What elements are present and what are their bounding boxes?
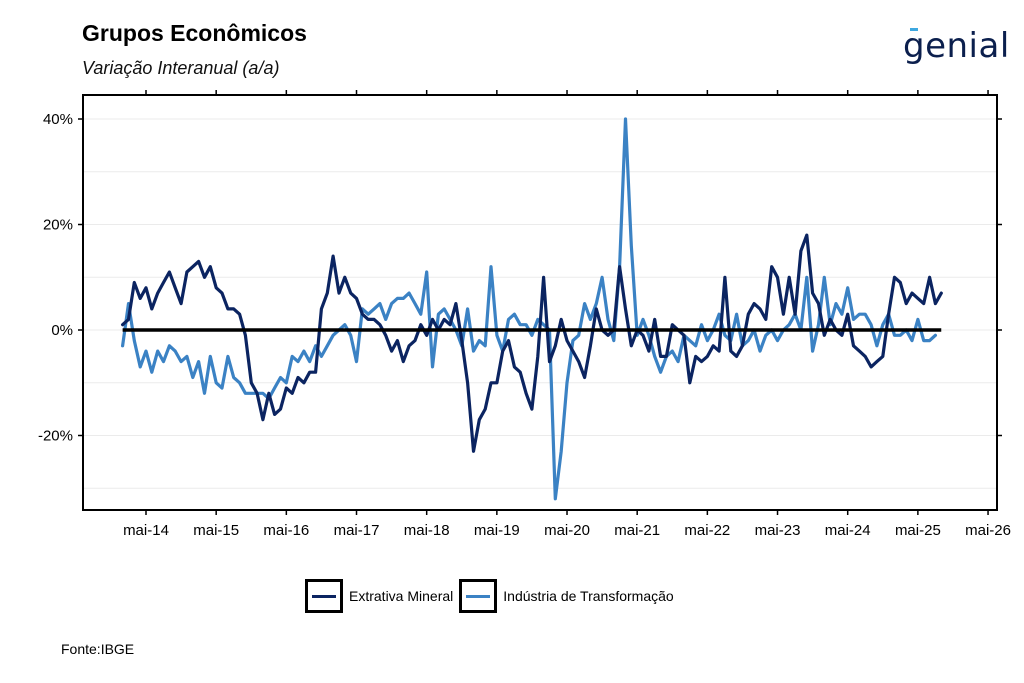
x-tick-label: mai-22 xyxy=(684,522,730,539)
y-tick-label: 20% xyxy=(43,217,73,234)
x-tick-label: mai-17 xyxy=(334,522,380,539)
y-tick-label: 40% xyxy=(43,111,73,128)
legend-label-extrativa: Extrativa Mineral xyxy=(349,588,454,604)
legend-item-transformacao: Indústria de Transformação xyxy=(459,579,674,613)
x-tick-label: mai-14 xyxy=(123,522,169,539)
axes: -20% 0% 20% 40% mai-14 mai-15 mai-16 mai-17 mai-… xyxy=(38,90,1011,539)
legend-key-transformacao xyxy=(459,579,498,613)
grid-lines xyxy=(83,118,997,489)
legend-key-extrativa xyxy=(305,579,343,613)
genial-logo: genial xyxy=(903,26,1010,66)
x-tick-label: mai-26 xyxy=(965,522,1011,539)
legend-label-transformacao: Indústria de Transformação xyxy=(503,588,674,604)
x-tick-label: mai-18 xyxy=(404,522,450,539)
plot-frame xyxy=(82,94,998,511)
logo-accent-icon xyxy=(910,28,918,31)
logo-text: genial xyxy=(903,26,1010,66)
series-lines xyxy=(120,117,943,501)
x-tick-label: mai-16 xyxy=(263,522,309,539)
x-tick-label: mai-21 xyxy=(614,522,660,539)
x-tick-label: mai-25 xyxy=(895,522,941,539)
legend-item-extrativa: Extrativa Mineral xyxy=(305,579,453,613)
chart-subtitle: Variação Interanual (a/a) xyxy=(82,58,280,78)
x-tick-label: mai-19 xyxy=(474,522,520,539)
x-tick-label: mai-24 xyxy=(825,522,871,539)
x-tick-label: mai-23 xyxy=(755,522,801,539)
y-tick-label: 0% xyxy=(51,322,73,339)
chart-title: Grupos Econômicos xyxy=(82,20,307,46)
x-tick-label: mai-15 xyxy=(193,522,239,539)
legend: Extrativa Mineral Indústria de Transform… xyxy=(305,579,680,613)
y-tick-label: -20% xyxy=(38,428,73,445)
series-line-transformacao xyxy=(120,117,938,501)
x-tick-label: mai-20 xyxy=(544,522,590,539)
source-note: Fonte:IBGE xyxy=(61,641,135,657)
series-line-extrativa xyxy=(120,233,943,453)
